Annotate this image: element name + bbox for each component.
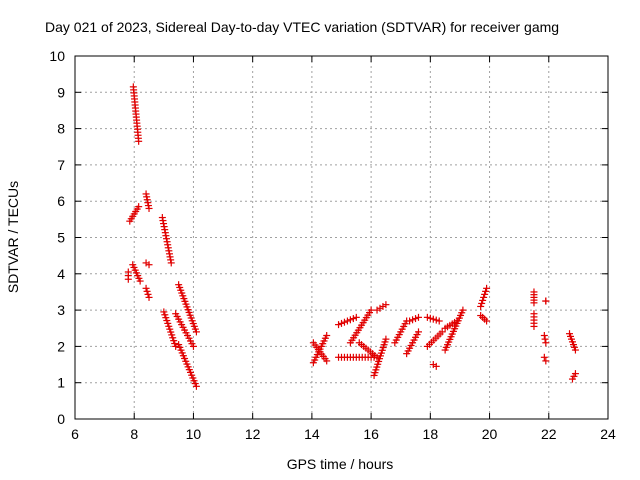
data-point bbox=[340, 318, 348, 326]
data-point bbox=[323, 332, 331, 340]
y-tick-label: 9 bbox=[57, 84, 65, 100]
data-point bbox=[571, 370, 579, 378]
data-point bbox=[483, 284, 491, 292]
data-point bbox=[367, 306, 375, 314]
data-point bbox=[144, 290, 152, 298]
data-point bbox=[323, 357, 331, 365]
y-tick-label: 10 bbox=[49, 48, 65, 64]
data-point bbox=[540, 353, 548, 361]
data-point bbox=[571, 346, 579, 354]
data-point bbox=[459, 306, 467, 314]
data-point bbox=[530, 322, 538, 330]
data-point bbox=[541, 335, 549, 343]
data-point bbox=[382, 301, 390, 309]
data-point bbox=[478, 299, 486, 307]
data-point bbox=[145, 261, 153, 269]
y-tick-label: 1 bbox=[57, 375, 65, 391]
data-point bbox=[438, 328, 446, 336]
x-tick-label: 14 bbox=[304, 426, 320, 442]
data-point bbox=[145, 293, 153, 301]
x-tick-label: 10 bbox=[186, 426, 202, 442]
data-point bbox=[145, 204, 153, 212]
data-point bbox=[426, 314, 434, 322]
data-point bbox=[343, 317, 351, 325]
x-tick-label: 18 bbox=[423, 426, 439, 442]
data-point bbox=[542, 297, 550, 305]
data-point bbox=[477, 302, 485, 310]
data-point bbox=[338, 319, 345, 327]
data-point bbox=[349, 315, 357, 323]
data-point bbox=[135, 137, 143, 145]
y-tick-label: 5 bbox=[57, 230, 65, 246]
x-tick-label: 8 bbox=[130, 426, 138, 442]
y-tick-label: 3 bbox=[57, 302, 65, 318]
data-point bbox=[136, 277, 144, 285]
x-tick-label: 12 bbox=[245, 426, 261, 442]
data-point bbox=[167, 259, 175, 267]
data-point bbox=[189, 342, 197, 350]
y-tick-label: 2 bbox=[57, 338, 65, 354]
data-point bbox=[142, 284, 150, 292]
data-point bbox=[540, 332, 548, 340]
data-point bbox=[542, 357, 550, 365]
data-point bbox=[143, 287, 151, 295]
data-point bbox=[352, 313, 360, 321]
data-point bbox=[192, 328, 200, 336]
data-point bbox=[429, 315, 437, 323]
plot-frame bbox=[74, 55, 609, 420]
y-tick-label: 4 bbox=[57, 266, 65, 282]
data-point bbox=[192, 382, 200, 390]
data-point bbox=[124, 275, 132, 283]
y-tick-label: 0 bbox=[57, 411, 65, 427]
data-point bbox=[530, 299, 538, 307]
data-point bbox=[346, 316, 354, 324]
data-point bbox=[409, 316, 417, 324]
data-point bbox=[135, 203, 143, 211]
y-axis-label: SDTVAR / TECUs bbox=[5, 181, 21, 293]
chart-title: Day 021 of 2023, Sidereal Day-to-day VTE… bbox=[45, 19, 559, 35]
data-point bbox=[542, 339, 550, 347]
x-tick-label: 20 bbox=[482, 426, 498, 442]
y-tick-label: 8 bbox=[57, 121, 65, 137]
y-tick-labels: 0 1 2 3 4 5 6 7 8 9 10 bbox=[49, 48, 65, 427]
x-tick-labels: 6 8 10 12 14 16 18 20 22 24 bbox=[71, 426, 616, 442]
x-tick-label: 6 bbox=[71, 426, 79, 442]
data-point bbox=[414, 313, 422, 321]
data-point bbox=[335, 321, 343, 329]
data-point bbox=[414, 328, 422, 336]
x-tick-label: 24 bbox=[600, 426, 616, 442]
data-point bbox=[432, 316, 440, 324]
data-point bbox=[483, 317, 491, 325]
data-point bbox=[480, 293, 488, 301]
data-point bbox=[382, 335, 390, 343]
data-point bbox=[479, 296, 487, 304]
y-tick-label: 7 bbox=[57, 157, 65, 173]
data-point bbox=[453, 317, 461, 325]
x-axis-label: GPS time / hours bbox=[287, 456, 394, 472]
x-tick-label: 16 bbox=[363, 426, 379, 442]
data-points bbox=[124, 83, 579, 390]
data-point bbox=[481, 290, 489, 298]
data-point bbox=[482, 287, 490, 295]
x-tick-label: 22 bbox=[541, 426, 557, 442]
data-point bbox=[423, 313, 431, 321]
y-tick-label: 6 bbox=[57, 193, 65, 209]
data-point bbox=[412, 315, 420, 323]
data-point bbox=[435, 317, 443, 325]
grid-lines bbox=[74, 55, 609, 420]
data-point bbox=[432, 362, 440, 370]
data-point bbox=[406, 317, 414, 325]
